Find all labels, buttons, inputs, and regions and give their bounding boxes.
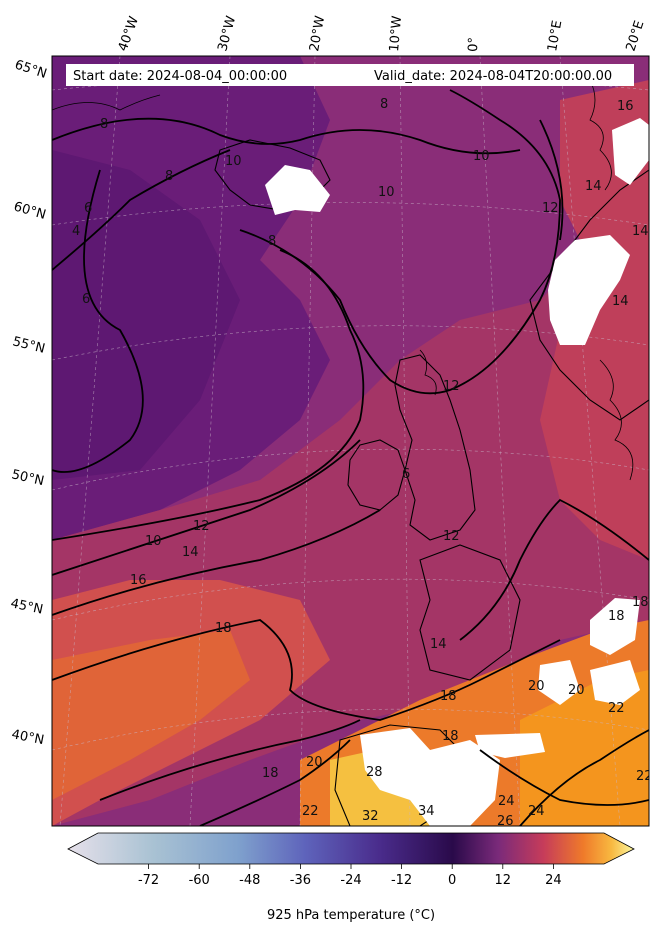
map-frame xyxy=(51,55,650,827)
contour-label: 20 xyxy=(306,755,323,770)
colorbar-tick-label: -72 xyxy=(138,873,159,888)
lat-label: 40°N xyxy=(10,727,45,748)
contour-label: 14 xyxy=(632,224,649,239)
colorbar-ticks: -72 -60 -48 -36 -24 -12 0 12 24 xyxy=(138,864,562,888)
lat-label: 55°N xyxy=(11,334,46,356)
ireland-coast xyxy=(347,439,406,511)
contour-label: 24 xyxy=(498,794,515,809)
contour-label: 22 xyxy=(302,804,319,819)
colorbar-tick-label: -36 xyxy=(290,873,311,888)
colorbar-tick-label: -48 xyxy=(239,873,260,888)
lat-label: 60°N xyxy=(12,199,48,222)
contour-label: 16 xyxy=(617,99,634,114)
colorbar: -72 -60 -48 -36 -24 -12 0 12 24 925 hPa temperat… xyxy=(67,832,635,923)
contour-label: 10 xyxy=(225,154,242,169)
date-header-box xyxy=(66,64,634,86)
contour-label: 14 xyxy=(430,637,447,652)
contour-label: 8 xyxy=(268,234,276,249)
britain-coast xyxy=(394,354,476,541)
contour-label: 28 xyxy=(366,765,383,780)
lat-label: 45°N xyxy=(9,596,44,617)
warmer-region xyxy=(52,630,250,800)
isotherm-contours xyxy=(52,89,649,826)
contour-label: 14 xyxy=(182,545,199,560)
contour-label: 6 xyxy=(84,201,92,216)
scandinavia-coast xyxy=(529,169,649,421)
contour-label: 18 xyxy=(442,729,459,744)
colorbar-label: 925 hPa temperature (°C) xyxy=(267,908,435,923)
latitude-labels: 65°N 60°N 55°N 50°N 45°N 40°N xyxy=(9,58,48,749)
valid-date-text: Valid_date: 2024-08-04T20:00:00.00 xyxy=(374,69,612,84)
colorbar-tick-label: 0 xyxy=(448,873,456,888)
colorbar-tick-label: -60 xyxy=(189,873,210,888)
contour-label: 20 xyxy=(568,683,585,698)
contour-label: 14 xyxy=(585,179,602,194)
contour-label: 12 xyxy=(443,379,460,394)
contour-label: 10 xyxy=(378,185,395,200)
contour-label: 18 xyxy=(632,595,649,610)
lat-label: 65°N xyxy=(13,58,49,82)
contour-label: 26 xyxy=(497,814,514,829)
fine-coastline-texture xyxy=(52,79,634,481)
contour-label: 6 xyxy=(402,467,410,482)
contour-label-group: 8 8 10 10 8 4 6 8 6 10 12 14 14 14 12 10… xyxy=(72,97,653,829)
coldest-core-region xyxy=(52,150,240,480)
contour-label: 34 xyxy=(418,804,435,819)
contour-label: 22 xyxy=(608,701,625,716)
contour-label: 32 xyxy=(362,809,379,824)
colorbar-tick-label: -12 xyxy=(391,873,412,888)
contour-label: 14 xyxy=(612,294,629,309)
contour-label: 24 xyxy=(528,804,545,819)
contour-label: 12 xyxy=(542,201,559,216)
longitude-labels: 40°W 30°W 20°W 10°W 0° 10°E 20°E xyxy=(116,14,648,53)
contour-label: 18 xyxy=(215,621,232,636)
colorbar-tick-label: 24 xyxy=(545,873,562,888)
contour-label: 18 xyxy=(608,609,625,624)
contour-label: 20 xyxy=(528,679,545,694)
lon-label: 0° xyxy=(466,37,482,52)
contour-label: 8 xyxy=(165,169,173,184)
colorbar-tick-label: -24 xyxy=(340,873,361,888)
contour-label: 10 xyxy=(473,149,490,164)
contour-label: 16 xyxy=(130,573,147,588)
contour-label: 10 xyxy=(145,534,162,549)
map-panel: 8 8 10 10 8 4 6 8 6 10 12 14 14 14 12 10… xyxy=(52,56,653,829)
france-coast xyxy=(419,544,521,681)
start-date-text: Start date: 2024-08-04_00:00:00 xyxy=(73,69,287,84)
lon-label: 40°W xyxy=(116,14,142,53)
contour-label: 6 xyxy=(82,292,90,307)
lon-label: 10°E xyxy=(545,19,565,52)
lon-label: 20°W xyxy=(307,15,328,53)
lon-label: 20°E xyxy=(624,19,648,53)
contour-label: 18 xyxy=(262,766,279,781)
contour-label: 18 xyxy=(440,689,457,704)
contour-label: 8 xyxy=(100,117,108,132)
contour-label: 12 xyxy=(193,519,210,534)
colorbar-tick-label: 12 xyxy=(495,873,512,888)
lat-label: 50°N xyxy=(10,467,45,489)
contour-label: 8 xyxy=(380,97,388,112)
missing-data-masks xyxy=(265,118,649,826)
contour-label: 12 xyxy=(443,529,460,544)
contour-label: 4 xyxy=(72,224,80,239)
lon-label: 30°W xyxy=(215,14,239,53)
contour-label: 22 xyxy=(636,769,653,784)
lon-label: 10°W xyxy=(387,15,405,52)
colorbar-body xyxy=(67,832,635,865)
